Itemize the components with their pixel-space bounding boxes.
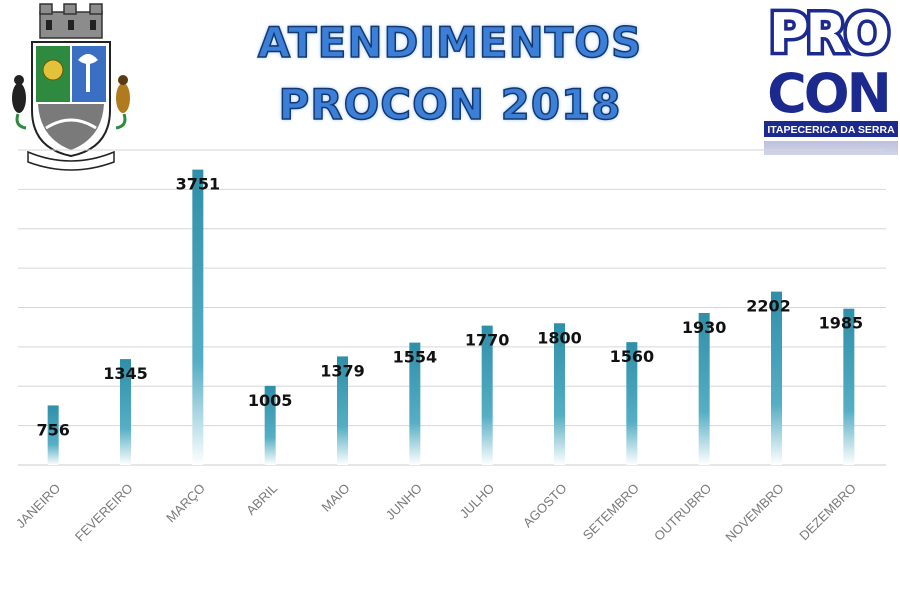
bars [47, 169, 855, 465]
chart-title-line-1: ATENDIMENTOS [257, 17, 643, 68]
bar-junho [409, 342, 421, 465]
tick-label-abril: ABRIL [243, 481, 280, 518]
bar-agosto [554, 323, 565, 465]
bar-julho [481, 325, 493, 465]
data-label-março: 3751 [176, 175, 221, 194]
tick-label-setembro: SETEMBRO [580, 481, 642, 543]
procon-logo-line-2: CON [767, 62, 889, 125]
tick-label-janeiro: JANEIRO [13, 481, 63, 531]
bar-novembro [771, 291, 782, 465]
data-label-janeiro: 756 [36, 420, 69, 439]
data-label-agosto: 1800 [537, 328, 582, 347]
tick-label-fevereiro: FEVEREIRO [72, 481, 136, 545]
tick-label-julho: JULHO [457, 481, 498, 522]
bar-maio [337, 356, 348, 465]
data-label-novembro: 2202 [746, 297, 791, 316]
tick-label-dezembro: DEZEMBRO [796, 481, 859, 544]
tick-label-novembro: NOVEMBRO [722, 481, 786, 545]
gridlines [18, 149, 886, 466]
bar-setembro [626, 342, 638, 465]
bar-janeiro [47, 405, 59, 465]
bar-outrubro [698, 313, 710, 465]
data-label-abril: 1005 [248, 391, 293, 410]
bar-fevereiro [120, 359, 131, 465]
tick-label-março: MARÇO [163, 481, 208, 526]
tick-label-maio: MAIO [319, 481, 353, 515]
data-label-fevereiro: 1345 [103, 364, 148, 383]
bar-março [192, 169, 204, 465]
bar-abril [264, 385, 276, 465]
tick-label-junho: JUNHO [383, 481, 425, 523]
x-axis-tick-labels: JANEIRO FEVEREIRO MARÇO ABRIL MAIO JUNHO JULHO… [13, 481, 859, 545]
tick-label-agosto: AGOSTO [520, 481, 570, 531]
data-labels: 756 1345 3751 1005 1379 1554 1770 1800 1560 1930 2… [36, 175, 863, 440]
data-label-dezembro: 1985 [819, 314, 864, 333]
data-label-julho: 1770 [465, 331, 510, 350]
procon-logo-caption: ITAPECERICA DA SERRA [767, 124, 895, 136]
procon-logo: PRO CON ITAPECERICA DA SERRA [760, 0, 900, 190]
bar-dezembro [843, 308, 855, 465]
data-label-maio: 1379 [320, 361, 365, 380]
coat-of-arms-icon [12, 3, 130, 171]
chart-title: ATENDIMENTOS PROCON 2018 [200, 12, 700, 136]
data-label-setembro: 1560 [610, 347, 655, 366]
procon-logo-line-1: PRO [769, 2, 888, 65]
chart-title-line-2: PROCON 2018 [278, 79, 622, 130]
data-label-junho: 1554 [393, 348, 438, 367]
data-label-outrubro: 1930 [682, 318, 727, 337]
tick-label-outrubro: OUTRUBRO [651, 481, 714, 544]
